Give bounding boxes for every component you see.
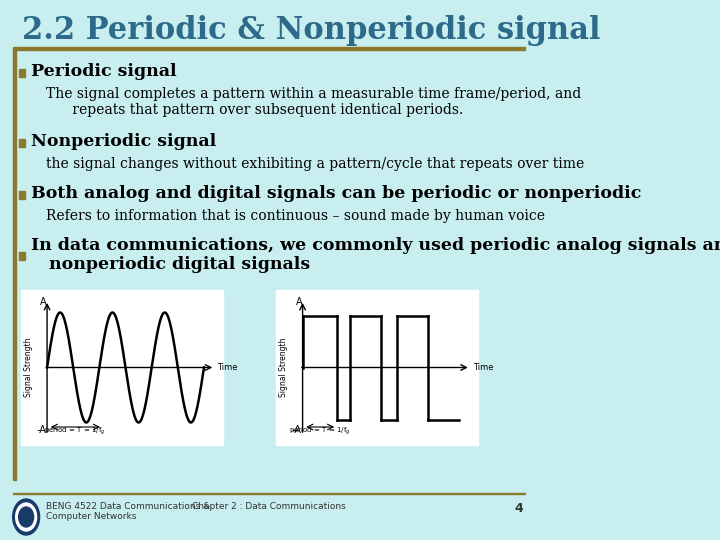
Bar (37, 214, 42, 220)
Text: Signal Strength: Signal Strength (279, 338, 289, 397)
Bar (37, 162, 42, 168)
Text: -A: -A (36, 425, 46, 435)
Bar (19, 69, 25, 77)
Text: Refers to information that is continuous – sound made by human voice: Refers to information that is continuous… (46, 209, 545, 223)
Bar (14, 50, 17, 480)
Text: Time: Time (217, 363, 238, 372)
Text: Signal Strength: Signal Strength (24, 338, 33, 397)
Text: In data communications, we commonly used periodic analog signals and
   nonperio: In data communications, we commonly used… (32, 237, 720, 273)
Bar (14, 492, 524, 494)
Bar (14, 47, 524, 50)
Circle shape (16, 503, 37, 531)
Text: The signal completes a pattern within a measurable time frame/period, and
      : The signal completes a pattern within a … (46, 87, 582, 117)
Text: 4: 4 (514, 502, 523, 515)
Bar (276, 290, 478, 445)
Text: A: A (40, 297, 47, 307)
Text: Chapter 2 : Data Communications: Chapter 2 : Data Communications (192, 502, 346, 511)
Bar (37, 100, 42, 106)
Text: Nonperiodic signal: Nonperiodic signal (32, 133, 217, 151)
Text: BENG 4522 Data Communications &
Computer Networks: BENG 4522 Data Communications & Computer… (46, 502, 210, 522)
Bar (19, 191, 25, 199)
Circle shape (19, 507, 34, 527)
Bar (19, 252, 25, 260)
Text: A: A (295, 297, 302, 307)
Text: 2.2 Periodic & Nonperiodic signal: 2.2 Periodic & Nonperiodic signal (22, 15, 601, 45)
Bar (21, 290, 222, 445)
Text: period = T = 1/f$_g$: period = T = 1/f$_g$ (45, 426, 106, 437)
Text: Time: Time (473, 363, 493, 372)
Bar (19, 139, 25, 147)
Text: period = T = 1/f$_g$: period = T = 1/f$_g$ (289, 426, 351, 437)
Text: Both analog and digital signals can be periodic or nonperiodic: Both analog and digital signals can be p… (32, 186, 642, 202)
Text: Periodic signal: Periodic signal (32, 64, 177, 80)
Circle shape (13, 499, 40, 535)
Text: -A: -A (292, 425, 302, 435)
Text: the signal changes without exhibiting a pattern/cycle that repeats over time: the signal changes without exhibiting a … (46, 157, 585, 171)
